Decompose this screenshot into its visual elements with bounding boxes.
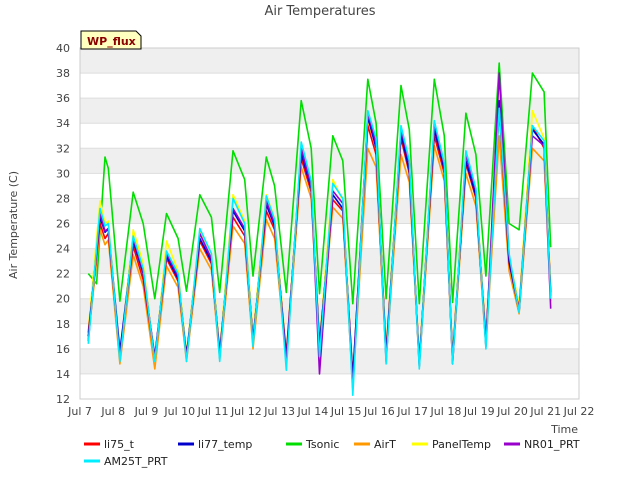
x-tick-labels: Jul 7 Jul 8 Jul 9 Jul 10 Jul 11 Jul 12 Jul 13 J… [67,405,594,418]
series-line-am25t-prt [87,107,552,397]
x-tick-label: Jul 8 [100,405,125,418]
legend-item-li75-t: li75_t [84,438,135,451]
y-tick-label: 20 [56,293,70,306]
x-tick-label: Jul 7 [67,405,92,418]
grid-band [80,98,579,124]
y-tick-label: 24 [56,243,70,256]
y-tick-label: 40 [56,42,70,55]
badge-label: WP_flux [87,35,136,48]
x-tick-label: Jul 20 [496,405,528,418]
legend-item-airt: AirT [354,438,396,451]
x-tick-label: Jul 22 [563,405,595,418]
y-tick-label: 38 [56,67,70,80]
legend-label: li75_t [104,438,135,451]
x-tick-label: Jul 11 [197,405,229,418]
y-tick-label: 34 [56,117,70,130]
x-tick-label: Jul 15 [330,405,362,418]
y-tick-label: 36 [56,92,70,105]
x-tick-label: Jul 14 [296,405,328,418]
legend-label: PanelTemp [432,438,491,451]
station-badge: WP_flux [80,30,142,50]
series-line-tsonic [87,62,552,305]
legend-item-tsonic: Tsonic [286,438,339,451]
plot-frame [79,47,580,400]
y-tick-label: 26 [56,218,70,231]
x-tick-label: Jul 12 [230,405,262,418]
legend-label: AM25T_PRT [104,455,168,468]
legend-label: Tsonic [305,438,339,451]
grid-band [80,348,579,374]
badge-box [80,30,142,50]
x-tick-label: Jul 16 [363,405,395,418]
x-tick-label: Jul 13 [263,405,295,418]
legend-label: AirT [374,438,396,451]
y-tick-label: 18 [56,318,70,331]
x-tick-label: Jul 17 [396,405,428,418]
x-tick-label: Jul 21 [529,405,561,418]
grid-band [80,48,579,74]
y-tick-label: 32 [56,142,70,155]
chart-title: Air Temperatures [264,4,375,19]
legend: li75_t li77_temp Tsonic AirT PanelTemp NR01_P… [84,438,580,468]
legend-label: NR01_PRT [524,438,580,451]
y-tick-labels: 12 14 16 18 20 22 24 26 28 30 32 34 36 38 40 [56,42,70,406]
grid-band [80,298,579,324]
series-layer [87,62,552,397]
x-axis-label: Time [550,423,578,436]
y-tick-label: 16 [56,343,70,356]
x-tick-label: Jul 19 [463,405,495,418]
legend-item-nr01-prt: NR01_PRT [504,438,580,451]
x-tick-label: Jul 10 [163,405,195,418]
y-tick-label: 12 [56,393,70,406]
y-tick-label: 22 [56,268,70,281]
y-tick-label: 28 [56,192,70,205]
y-axis-label: Air Temperature (C) [7,171,20,279]
x-tick-label: Jul 18 [430,405,462,418]
x-tick-label: Jul 9 [134,405,159,418]
legend-item-am25t-prt: AM25T_PRT [84,455,168,468]
legend-label: li77_temp [198,438,252,451]
legend-item-li77-temp: li77_temp [178,438,252,451]
y-tick-label: 14 [56,368,70,381]
grid-band [80,248,579,274]
y-tick-label: 30 [56,167,70,180]
legend-item-paneltemp: PanelTemp [412,438,491,451]
plot-area [79,47,580,400]
